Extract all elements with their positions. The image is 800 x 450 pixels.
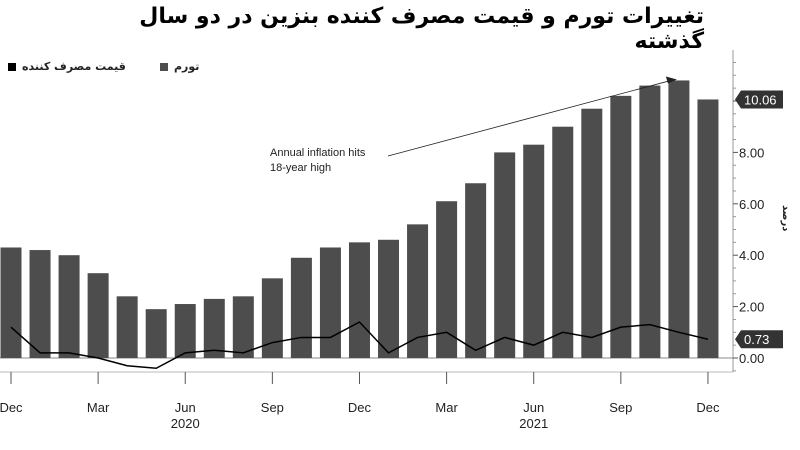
x-tick-label: Dec [348, 400, 372, 415]
annotation-arrowhead [665, 76, 677, 84]
bar-inflation [610, 95, 632, 359]
y-axis-unit-label: درصد [780, 205, 791, 232]
x-tick-label: Jun [175, 400, 196, 415]
legend-swatch-consumer-price [8, 63, 16, 71]
bar-inflation [0, 247, 22, 358]
y-tick-label: 8.00 [739, 145, 764, 160]
annotation-text: Annual inflation hits 18-year high [270, 146, 365, 176]
legend-item-consumer-price: قیمت مصرف کننده [8, 60, 126, 73]
bar-inflation [116, 296, 138, 358]
bar-inflation [203, 298, 225, 358]
legend-swatch-inflation [160, 63, 168, 71]
bar-inflation [697, 99, 719, 358]
bar-inflation [232, 296, 254, 358]
bar-inflation [465, 183, 487, 358]
x-tick-label: Dec [696, 400, 720, 415]
bar-inflation [261, 278, 283, 358]
bar-inflation [523, 144, 545, 358]
bar-inflation [29, 250, 51, 358]
y-tick-label: 4.00 [739, 248, 764, 263]
bar-inflation [174, 304, 196, 358]
x-year-label: 2021 [519, 416, 548, 431]
x-tick-label: Mar [87, 400, 110, 415]
bar-inflation [494, 152, 516, 358]
legend-label-inflation: تورم [174, 60, 200, 73]
bar-inflation [378, 239, 400, 358]
bar-inflation [87, 273, 109, 358]
x-tick-label: Sep [261, 400, 284, 415]
bar-inflation [348, 242, 370, 358]
last-value-label-inflation: 10.06 [744, 92, 777, 107]
bar-inflation [407, 224, 429, 358]
x-tick-label: Sep [609, 400, 632, 415]
bar-inflation [319, 247, 341, 358]
x-tick-label: Dec [0, 400, 23, 415]
annotation-line-1: Annual inflation hits [270, 147, 366, 159]
annotation-arrow [387, 80, 672, 157]
legend-item-inflation: تورم [160, 60, 199, 73]
x-year-label: 2020 [171, 416, 200, 431]
bar-inflation [581, 108, 603, 359]
bar-inflation [436, 201, 458, 358]
y-tick-label: 2.00 [739, 300, 764, 315]
bar-inflation [639, 85, 661, 358]
legend-label-consumer-price: قیمت مصرف کننده [22, 60, 126, 73]
y-tick-label: 6.00 [739, 197, 764, 212]
last-value-label-consumer-price: 0.73 [744, 332, 769, 347]
bar-inflation [552, 126, 574, 358]
annotation-line-2: 18-year high [270, 162, 332, 174]
x-tick-label: Mar [435, 400, 458, 415]
line-consumer-price [10, 321, 709, 370]
bar-inflation [290, 257, 312, 358]
x-tick-label: Jun [523, 400, 544, 415]
bar-inflation [58, 255, 80, 358]
bar-inflation [145, 309, 167, 358]
y-tick-label: 0.00 [739, 351, 764, 366]
chart-title: تغییرات تورم و قیمت مصرف کننده بنزین در … [139, 4, 704, 54]
last-value-tag-inflation [735, 90, 783, 109]
last-value-tag-consumer-price [735, 330, 783, 349]
bar-inflation [668, 80, 690, 358]
